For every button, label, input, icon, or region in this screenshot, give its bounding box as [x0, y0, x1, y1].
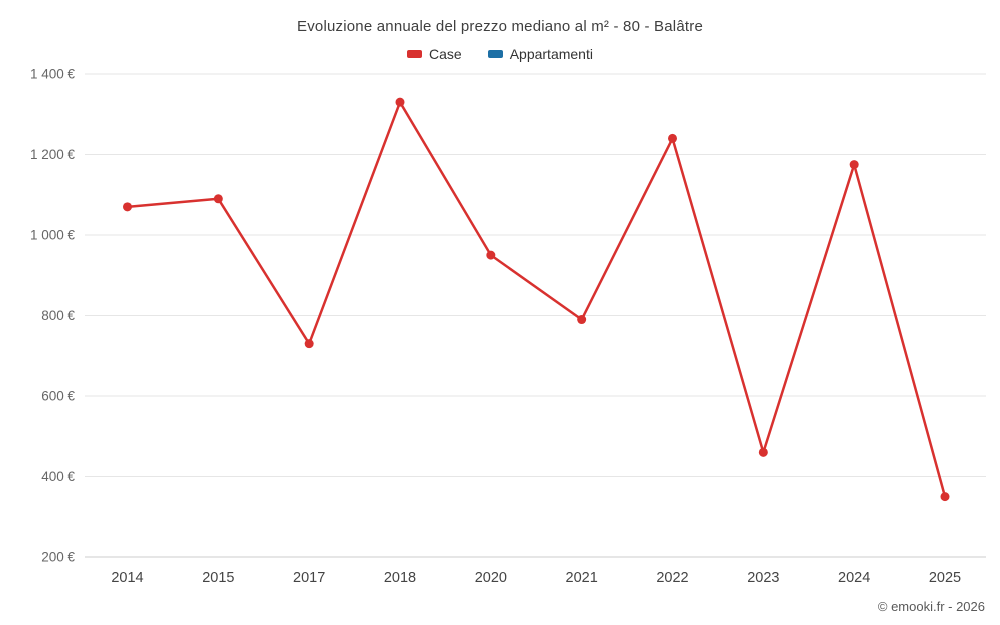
data-point-case-2024[interactable]: [849, 160, 859, 170]
data-point-case-2017[interactable]: [304, 339, 314, 349]
data-point-case-2022[interactable]: [668, 133, 677, 143]
data-point-case-2023[interactable]: [758, 447, 768, 457]
y-axis-label: 1 400 €: [30, 67, 76, 82]
legend-item-case[interactable]: Case: [407, 46, 462, 62]
x-axis-label-2014: 2014: [111, 570, 143, 586]
data-point-case-2014[interactable]: [123, 202, 132, 212]
data-point-case-2020[interactable]: [486, 250, 496, 260]
y-axis-label: 800 €: [41, 308, 75, 323]
legend-marker-appartamenti: [487, 50, 503, 58]
series-line-case: [126, 100, 947, 498]
y-axis-label: 1 200 €: [30, 147, 76, 162]
chart-title: Evoluzione annuale del prezzo mediano al…: [297, 18, 703, 35]
x-axis-label-2015: 2015: [202, 570, 234, 586]
x-axis-label-2025: 2025: [929, 570, 961, 586]
x-axis-label-2017: 2017: [293, 570, 325, 586]
x-axis-label-2021: 2021: [566, 570, 598, 586]
data-point-case-2018[interactable]: [395, 97, 405, 107]
copyright-text: © emooki.fr - 2026: [877, 599, 985, 614]
x-axis-label-2022: 2022: [656, 570, 688, 586]
y-axis-label: 600 €: [41, 389, 75, 404]
legend-marker-case: [407, 50, 423, 58]
data-point-case-2015[interactable]: [213, 194, 223, 204]
data-point-case-2025[interactable]: [940, 492, 950, 502]
chart-legend: Case Appartamenti: [0, 46, 1000, 62]
y-axis-label: 200 €: [41, 550, 75, 565]
x-axis-label-2018: 2018: [384, 570, 416, 586]
x-axis-label-2024: 2024: [838, 570, 870, 586]
y-axis-label: 400 €: [41, 469, 75, 484]
legend-label-case: Case: [429, 46, 462, 62]
x-axis-label-2020: 2020: [475, 570, 507, 586]
data-point-case-2021[interactable]: [577, 315, 587, 325]
legend-item-appartamenti[interactable]: Appartamenti: [487, 46, 593, 62]
legend-label-appartamenti: Appartamenti: [509, 46, 593, 62]
x-axis-label-2023: 2023: [747, 570, 779, 586]
y-axis-label: 1 000 €: [30, 228, 76, 243]
